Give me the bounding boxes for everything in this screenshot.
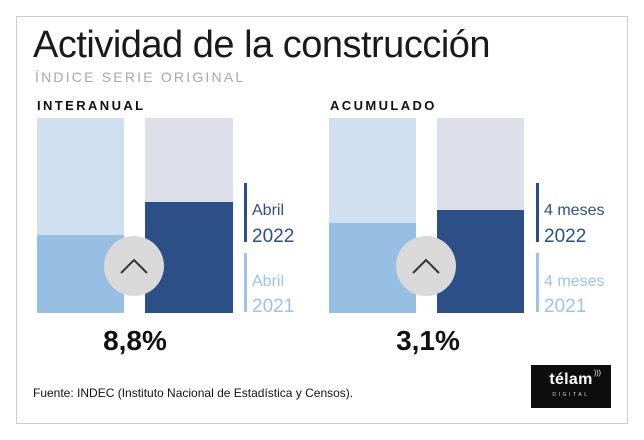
legend-marker-2022	[244, 183, 247, 242]
source-note: Fuente: INDEC (Instituto Nacional de Est…	[33, 386, 354, 400]
panel-label: ACUMULADO	[330, 98, 437, 113]
telam-logo: ))) télam DIGITAL	[531, 365, 611, 408]
legend-label-2021-period: 4 meses	[544, 273, 605, 290]
change-percentage: 8,8%	[103, 325, 167, 356]
legend-label-2022-period: Abril	[252, 202, 285, 219]
change-percentage: 3,1%	[396, 325, 460, 356]
page-subtitle: ÍNDICE SERIE ORIGINAL	[35, 69, 246, 85]
legend-marker-2021	[244, 253, 247, 312]
legend-label-2021-period: Abril	[252, 273, 285, 290]
legend-label-2021-year: 2021	[544, 296, 587, 317]
legend-label-2021-year: 2021	[252, 296, 295, 317]
legend-label-2022-year: 2022	[252, 226, 295, 247]
legend-marker-2021	[536, 253, 539, 312]
legend-label-2022-period: 4 meses	[544, 202, 605, 219]
legend-label-2022-year: 2022	[544, 226, 587, 247]
chevron-up-icon	[104, 236, 164, 296]
logo-wordmark: télam	[549, 371, 593, 388]
logo-subtitle: DIGITAL	[552, 391, 590, 398]
panel-label: INTERANUAL	[37, 98, 146, 113]
page-title: Actividad de la construcción	[33, 24, 491, 66]
legend-marker-2022	[536, 183, 539, 242]
signal-icon: )))	[594, 370, 601, 377]
chevron-up-icon	[396, 236, 456, 296]
